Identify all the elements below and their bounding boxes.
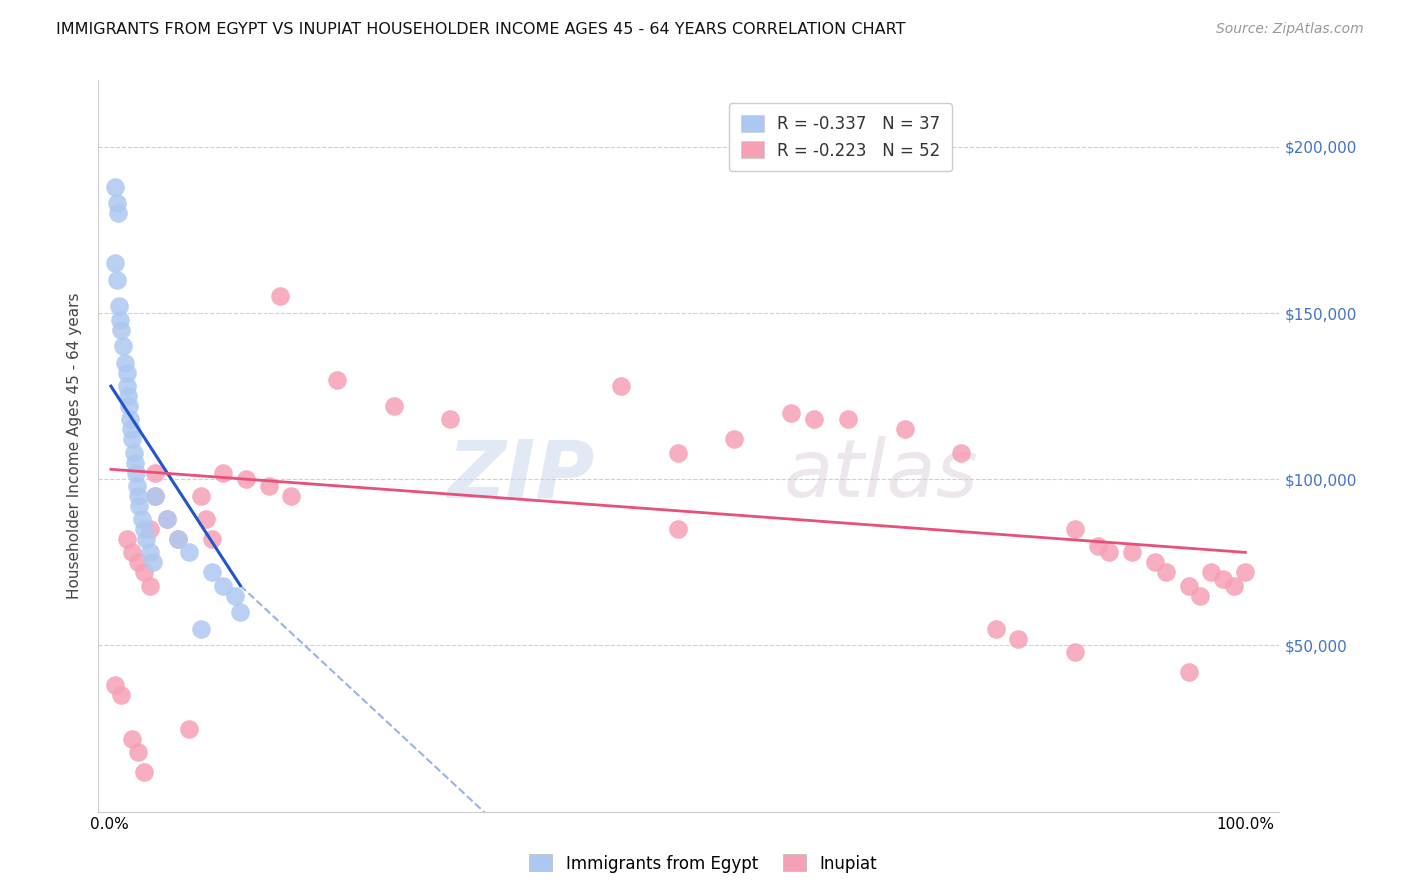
Point [666,445,689,459]
Point [224,589,246,603]
Point [1188,589,1211,603]
Point [280,489,302,503]
Point [131,512,153,526]
Point [1064,645,1087,659]
Point [155,512,177,526]
Point [135,532,157,546]
Point [439,412,461,426]
Point [723,433,745,447]
Point [1121,545,1143,559]
Point [128,499,150,513]
Point [105,273,128,287]
Point [269,289,291,303]
Point [105,196,128,211]
Point [125,479,148,493]
Point [201,532,224,546]
Point [1143,555,1166,569]
Legend: R = -0.337   N = 37, R = -0.223   N = 52: R = -0.337 N = 37, R = -0.223 N = 52 [728,103,952,171]
Point [803,412,825,426]
Point [1007,632,1029,646]
Point [132,566,155,580]
Point [195,512,218,526]
Point [120,422,142,436]
Point [610,379,633,393]
Point [127,555,149,569]
Point [190,622,212,636]
Point [104,256,127,270]
Point [382,399,405,413]
Point [127,745,149,759]
Point [104,179,127,194]
Y-axis label: Householder Income Ages 45 - 64 years: Householder Income Ages 45 - 64 years [67,293,83,599]
Point [1201,566,1223,580]
Point [121,545,143,559]
Point [120,412,142,426]
Point [893,422,915,436]
Point [143,489,166,503]
Legend: Immigrants from Egypt, Inupiat: Immigrants from Egypt, Inupiat [522,847,884,880]
Point [132,764,155,779]
Point [115,366,138,380]
Point [121,433,143,447]
Point [127,489,149,503]
Point [179,722,201,736]
Point [110,323,132,337]
Point [108,312,131,326]
Point [190,489,212,503]
Point [780,406,803,420]
Point [143,466,166,480]
Point [235,472,257,486]
Point [138,522,160,536]
Point [142,555,165,569]
Point [155,512,177,526]
Point [107,206,129,220]
Point [132,522,155,536]
Point [114,356,136,370]
Point [1234,566,1257,580]
Point [1212,572,1234,586]
Point [950,445,973,459]
Point [326,372,349,386]
Point [108,299,131,313]
Point [122,445,145,459]
Point [666,522,689,536]
Point [167,532,190,546]
Point [167,532,190,546]
Point [179,545,201,559]
Point [1223,579,1246,593]
Point [143,489,166,503]
Point [117,389,139,403]
Point [112,339,135,353]
Point [229,605,252,619]
Point [124,456,146,470]
Point [257,479,280,493]
Point [201,566,224,580]
Point [104,678,127,692]
Point [1098,545,1121,559]
Point [110,689,132,703]
Text: atlas: atlas [783,436,979,515]
Point [1177,665,1199,679]
Point [212,579,235,593]
Text: IMMIGRANTS FROM EGYPT VS INUPIAT HOUSEHOLDER INCOME AGES 45 - 64 YEARS CORRELATI: IMMIGRANTS FROM EGYPT VS INUPIAT HOUSEHO… [56,22,905,37]
Point [118,399,141,413]
Point [121,731,143,746]
Point [115,532,138,546]
Point [115,379,138,393]
Point [984,622,1007,636]
Point [1177,579,1199,593]
Point [212,466,235,480]
Point [125,466,148,480]
Point [1064,522,1087,536]
Point [1087,539,1109,553]
Point [138,579,160,593]
Text: ZIP: ZIP [447,436,595,515]
Point [837,412,859,426]
Text: Source: ZipAtlas.com: Source: ZipAtlas.com [1216,22,1364,37]
Point [1154,566,1177,580]
Point [138,545,160,559]
